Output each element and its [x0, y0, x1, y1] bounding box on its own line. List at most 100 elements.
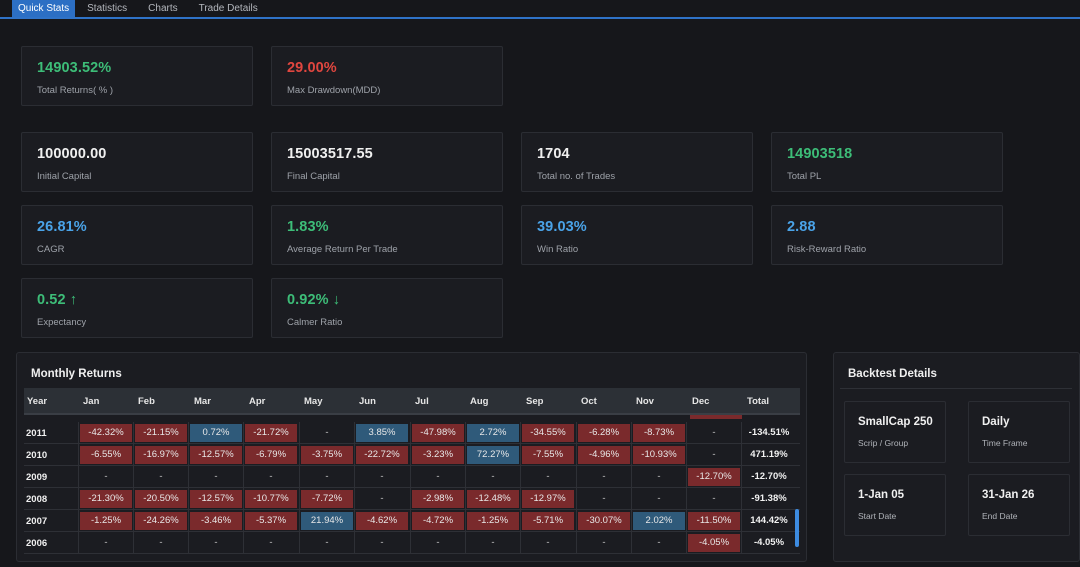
- month-cell: -: [380, 493, 384, 504]
- stat-label: Initial Capital: [37, 171, 92, 182]
- month-cell: -: [602, 471, 606, 482]
- stat-value: 2.88: [787, 219, 816, 235]
- month-cell: -: [269, 537, 273, 548]
- month-cell: -24.26%: [135, 512, 187, 530]
- month-cell: -: [380, 537, 384, 548]
- backtest-details-title: Backtest Details: [848, 368, 937, 380]
- month-cell: -21.72%: [245, 424, 297, 442]
- stat-label: Final Capital: [287, 171, 340, 182]
- grid-line: [354, 422, 355, 554]
- stat-value: 26.81%: [37, 219, 87, 235]
- header-feb: Feb: [138, 396, 155, 407]
- month-cell: 3.85%: [356, 424, 408, 442]
- month-cell: -10.77%: [245, 490, 297, 508]
- stat-value: 29.00%: [287, 60, 337, 76]
- table-scrollbar[interactable]: [795, 509, 799, 547]
- month-cell: -: [269, 471, 273, 482]
- month-cell: -: [712, 427, 716, 438]
- month-cell: -21.30%: [80, 490, 132, 508]
- stat-label: Total PL: [787, 171, 822, 182]
- grid-line: [78, 422, 79, 554]
- grid-line: [576, 422, 577, 554]
- monthly-returns-title: Monthly Returns: [31, 368, 122, 380]
- stat-value: 0.92% ↓: [287, 292, 341, 308]
- month-cell: -20.50%: [135, 490, 187, 508]
- month-cell: 2.02%: [633, 512, 685, 530]
- month-cell: -7.55%: [522, 446, 574, 464]
- stat-label: Average Return Per Trade: [287, 244, 398, 255]
- tab-bar: Quick Stats Statistics Charts Trade Deta…: [0, 0, 1080, 19]
- grid-line: [631, 422, 632, 554]
- table-row: 2007 -1.25% -24.26% -3.46% -5.37% 21.94% -4.62…: [24, 510, 800, 532]
- month-cell: -: [657, 493, 661, 504]
- stat-label: Win Ratio: [537, 244, 579, 255]
- month-cell: -30.07%: [578, 512, 630, 530]
- month-cell: 0.72%: [190, 424, 242, 442]
- header-nov: Nov: [636, 396, 654, 407]
- row-total: -134.51%: [748, 427, 790, 438]
- month-cell: -1.25%: [80, 512, 132, 530]
- month-cell: -12.57%: [190, 446, 242, 464]
- stat-card-total-pl: 14903518 Total PL: [771, 132, 1003, 192]
- stat-label: Risk-Reward Ratio: [787, 244, 867, 255]
- month-cell: -: [104, 537, 108, 548]
- stat-card-risk-reward: 2.88 Risk-Reward Ratio: [771, 205, 1003, 265]
- stat-value: 1.83%: [287, 219, 329, 235]
- month-cell: -: [325, 537, 329, 548]
- backtest-value: 1-Jan 05: [858, 489, 905, 501]
- month-cell: -3.75%: [301, 446, 353, 464]
- stat-card-average-return: 1.83% Average Return Per Trade: [271, 205, 503, 265]
- stat-label: Max Drawdown(MDD): [287, 85, 381, 96]
- backtest-value: 31-Jan 26: [982, 489, 1035, 501]
- month-cell: -4.72%: [412, 512, 464, 530]
- tab-charts[interactable]: Charts: [148, 3, 178, 14]
- stat-value: 1704: [537, 146, 570, 162]
- month-cell: -7.72%: [301, 490, 353, 508]
- row-year: 2006: [26, 538, 48, 549]
- month-cell: -: [657, 537, 661, 548]
- month-cell: -: [159, 537, 163, 548]
- month-cell: -: [657, 471, 661, 482]
- month-cell: -12.70%: [688, 468, 740, 486]
- header-jul: Jul: [415, 396, 429, 407]
- header-apr: Apr: [249, 396, 266, 407]
- backtest-card-scrip: SmallCap 250 Scrip / Group: [844, 401, 946, 463]
- month-cell: -5.71%: [522, 512, 574, 530]
- header-sep: Sep: [526, 396, 544, 407]
- tab-quick-stats[interactable]: Quick Stats: [12, 0, 76, 17]
- tab-trade-details[interactable]: Trade Details: [198, 3, 258, 14]
- row-total: -12.70%: [751, 471, 787, 482]
- month-cell: -12.57%: [190, 490, 242, 508]
- stat-card-max-drawdown: 29.00% Max Drawdown(MDD): [271, 46, 503, 106]
- header-may: May: [304, 396, 323, 407]
- backtest-card-start-date: 1-Jan 05 Start Date: [844, 474, 946, 536]
- grid-line: [188, 422, 189, 554]
- stat-label: Total Returns( % ): [37, 85, 114, 96]
- month-cell: -: [214, 471, 218, 482]
- stat-label: Calmer Ratio: [287, 317, 343, 328]
- row-year: 2007: [26, 516, 48, 527]
- stat-card-initial-capital: 100000.00 Initial Capital: [21, 132, 253, 192]
- month-cell: 72.27%: [467, 446, 519, 464]
- month-cell: -47.98%: [412, 424, 464, 442]
- month-cell: -3.46%: [190, 512, 242, 530]
- month-cell: -: [491, 471, 495, 482]
- backtest-label: End Date: [982, 511, 1018, 521]
- month-cell: -4.05%: [688, 534, 740, 552]
- grid-line: [520, 422, 521, 554]
- month-cell: -: [214, 537, 218, 548]
- month-cell: -: [104, 471, 108, 482]
- grid-line: [686, 422, 687, 554]
- month-cell: -: [436, 471, 440, 482]
- stat-label: CAGR: [37, 244, 65, 255]
- month-cell: -: [712, 493, 716, 504]
- month-cell: -8.73%: [633, 424, 685, 442]
- tab-statistics[interactable]: Statistics: [87, 3, 128, 14]
- month-cell: -42.32%: [80, 424, 132, 442]
- grid-line: [133, 422, 134, 554]
- month-cell: -6.79%: [245, 446, 297, 464]
- grid-line: [299, 422, 300, 554]
- month-cell: -11.50%: [688, 512, 740, 530]
- header-jan: Jan: [83, 396, 100, 407]
- header-aug: Aug: [470, 396, 489, 407]
